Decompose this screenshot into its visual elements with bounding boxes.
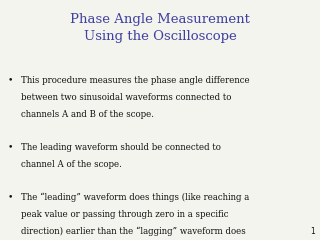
Text: •: • [8,76,13,85]
Text: direction) earlier than the “lagging” waveform does: direction) earlier than the “lagging” wa… [21,227,245,236]
Text: The leading waveform should be connected to: The leading waveform should be connected… [21,143,221,152]
Text: peak value or passing through zero in a specific: peak value or passing through zero in a … [21,210,228,218]
Text: •: • [8,143,13,152]
Text: channel A of the scope.: channel A of the scope. [21,160,122,169]
Text: Phase Angle Measurement
Using the Oscilloscope: Phase Angle Measurement Using the Oscill… [70,13,250,43]
Text: The “leading” waveform does things (like reaching a: The “leading” waveform does things (like… [21,192,249,202]
Text: This procedure measures the phase angle difference: This procedure measures the phase angle … [21,76,249,85]
Text: 1: 1 [310,227,315,236]
Text: channels A and B of the scope.: channels A and B of the scope. [21,110,154,119]
Text: between two sinusoidal waveforms connected to: between two sinusoidal waveforms connect… [21,93,231,102]
Text: •: • [8,192,13,201]
